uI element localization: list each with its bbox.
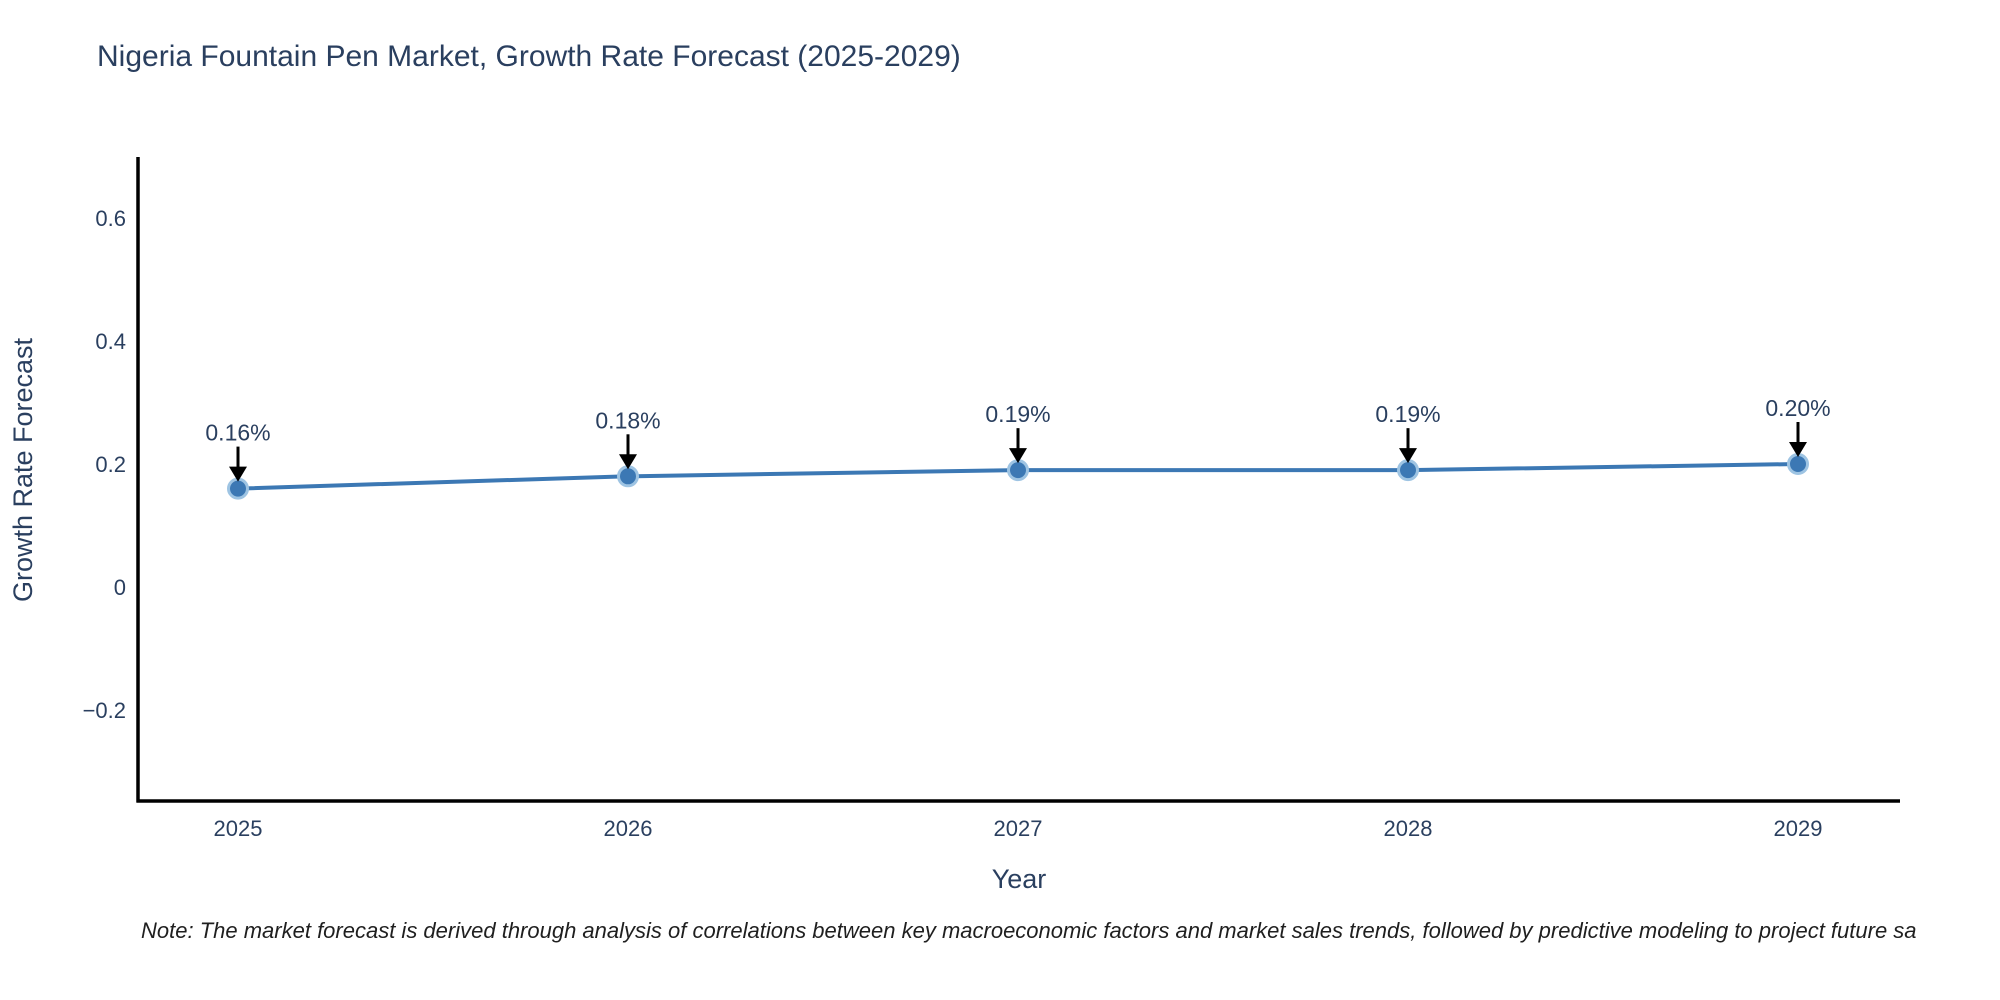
point-annotation: 0.19% bbox=[985, 401, 1050, 427]
annotation-arrow-head bbox=[1789, 442, 1807, 457]
data-point bbox=[1007, 459, 1029, 482]
x-tick-label: 2025 bbox=[214, 816, 263, 841]
point-annotation: 0.19% bbox=[1375, 401, 1440, 427]
data-point bbox=[227, 477, 249, 500]
x-tick-label: 2029 bbox=[1774, 816, 1823, 841]
annotation-arrow-head bbox=[1009, 448, 1027, 464]
chart-title: Nigeria Fountain Pen Market, Growth Rate… bbox=[97, 40, 961, 73]
data-point bbox=[617, 465, 639, 488]
annotation-arrow-head bbox=[1399, 448, 1417, 464]
footnote: Note: The market forecast is derived thr… bbox=[141, 918, 1917, 943]
annotation-arrow-head bbox=[229, 466, 247, 482]
annotation-arrow-head bbox=[619, 454, 637, 470]
point-annotation: 0.18% bbox=[595, 407, 660, 433]
y-tick-label: 0.4 bbox=[95, 329, 126, 354]
x-tick-label: 2027 bbox=[994, 816, 1043, 841]
y-tick-label: 0 bbox=[114, 575, 126, 600]
x-tick-label: 2028 bbox=[1384, 816, 1433, 841]
point-annotation: 0.16% bbox=[205, 420, 270, 446]
y-tick-label: 0.2 bbox=[95, 452, 126, 477]
x-axis-title: Year bbox=[992, 864, 1047, 894]
x-tick-label: 2026 bbox=[604, 816, 653, 841]
point-annotation: 0.20% bbox=[1765, 395, 1830, 421]
y-tick-label: −0.2 bbox=[83, 698, 126, 723]
data-point bbox=[1397, 459, 1419, 482]
y-axis-title: Growth Rate Forecast bbox=[8, 337, 38, 602]
data-point bbox=[1787, 453, 1809, 475]
y-tick-label: 0.6 bbox=[95, 206, 126, 231]
